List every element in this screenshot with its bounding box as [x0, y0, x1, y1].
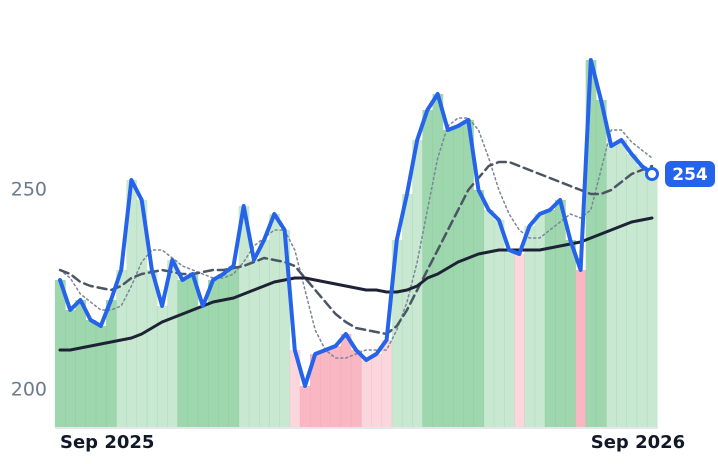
series-line [58, 160, 654, 336]
area-bar [371, 354, 383, 427]
area-bar [105, 300, 117, 427]
area-bar [422, 110, 434, 427]
area-bar [442, 130, 454, 427]
area-bar [228, 266, 240, 427]
area-bar [156, 306, 168, 427]
area-bar [146, 270, 158, 427]
area-bar [636, 166, 648, 427]
area-bar [218, 274, 229, 427]
area-bar [187, 274, 199, 427]
area-bar [504, 250, 515, 427]
area-bar [208, 280, 219, 427]
area-bar [85, 320, 97, 427]
area-bar [136, 200, 148, 427]
area-bar [75, 300, 87, 427]
y-tick-label: 200 [11, 379, 47, 401]
area-bar [483, 210, 495, 427]
area-bar [606, 146, 617, 427]
area-bar [177, 280, 189, 427]
area-bar [524, 226, 536, 427]
area-bar [259, 240, 270, 427]
area-bar [340, 334, 352, 427]
area-bar [197, 306, 209, 427]
area-bar [350, 350, 362, 427]
area-bar [248, 260, 260, 427]
area-bar [432, 94, 444, 427]
area-bar [289, 350, 301, 427]
last-point [645, 167, 659, 181]
series-line [58, 58, 654, 388]
area-bar [646, 174, 658, 427]
area-bar [493, 220, 505, 427]
x-tick-label: Sep 2026 [591, 432, 685, 453]
area-bar [473, 190, 485, 427]
area-bar [595, 100, 607, 427]
area-bar [452, 126, 464, 427]
area-bar [330, 346, 342, 427]
area-bar [65, 310, 76, 427]
area-bar [95, 326, 107, 427]
area-bar [299, 386, 311, 427]
area-bar [534, 214, 546, 427]
area-bar [310, 354, 321, 427]
area-bar [585, 60, 597, 427]
series-line [58, 216, 654, 352]
area-bar [544, 210, 556, 427]
area-bar [616, 140, 627, 427]
area-bar [320, 350, 331, 427]
area-bar [575, 270, 587, 427]
area-bar [555, 200, 566, 427]
series-line [59, 117, 653, 359]
area-bar [238, 206, 250, 427]
area-bar [269, 214, 280, 427]
area-bar [412, 140, 423, 427]
x-tick-label: Sep 2025 [60, 432, 154, 453]
last-value-label: 254 [672, 165, 708, 185]
area-bar [279, 230, 291, 427]
area-bar [626, 154, 638, 427]
area-bar [514, 254, 525, 427]
area-bar [463, 120, 474, 427]
area-bar [361, 360, 372, 427]
area-bar [167, 260, 178, 427]
area-bar [116, 270, 127, 427]
area-bar [565, 240, 576, 427]
y-tick-label: 250 [11, 179, 47, 201]
area-bar [391, 240, 403, 427]
area-bar [381, 340, 393, 427]
last-value-badge [665, 161, 715, 187]
area-bar [54, 280, 66, 427]
area-bar [126, 180, 138, 427]
